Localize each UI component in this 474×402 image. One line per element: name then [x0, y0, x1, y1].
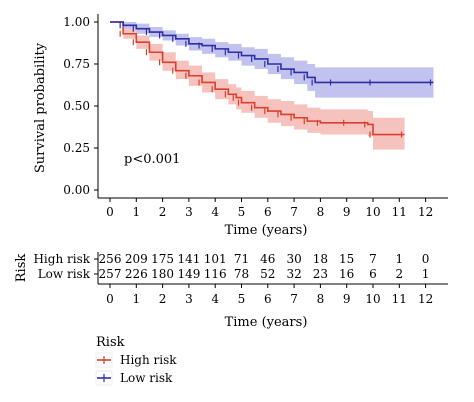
risk-x-tick-label: 12 [418, 292, 433, 306]
risk-count-cell: 18 [313, 252, 328, 266]
low-risk-ci-band [110, 22, 434, 98]
x-tick-label: 5 [238, 205, 246, 219]
x-tick-label: 11 [392, 205, 407, 219]
risk-table-title: Risk [14, 254, 29, 283]
survival-curves [110, 21, 434, 138]
y-tick-label: 0.25 [63, 141, 90, 155]
risk-x-tick-label: 6 [264, 292, 272, 306]
x-tick-label: 1 [132, 205, 140, 219]
risk-count-cell: 101 [204, 252, 227, 266]
risk-count-cell: 2 [395, 267, 403, 281]
y-tick-label: 0.00 [63, 183, 90, 197]
x-tick-label: 8 [317, 205, 325, 219]
risk-count-cell: 149 [177, 267, 200, 281]
risk-count-cell: 52 [260, 267, 275, 281]
y-axis-ticks: 0.00 0.25 0.50 0.75 1.00 [63, 15, 98, 197]
y-tick-label: 0.50 [63, 99, 90, 113]
risk-x-tick-label: 11 [392, 292, 407, 306]
risk-table-x-label: Time (years) [225, 315, 308, 330]
x-tick-label: 6 [264, 205, 272, 219]
risk-x-tick-label: 1 [132, 292, 140, 306]
low-risk-survival-curve [110, 21, 434, 84]
high-risk-ci-band [110, 22, 405, 150]
x-tick-label: 12 [418, 205, 433, 219]
risk-count-cell: 23 [313, 267, 328, 281]
risk-count-cell: 256 [99, 252, 122, 266]
risk-x-tick-label: 4 [211, 292, 219, 306]
p-value-annotation: p<0.001 [124, 152, 180, 167]
risk-count-cell: 6 [369, 267, 377, 281]
x-tick-label: 0 [106, 205, 114, 219]
low-risk-legend-key [95, 370, 113, 386]
risk-count-cell: 30 [286, 252, 301, 266]
x-tick-label: 9 [343, 205, 351, 219]
risk-count-cell: 32 [286, 267, 301, 281]
y-tick-label: 0.75 [63, 57, 90, 71]
high-risk-legend-label: High risk [120, 353, 177, 367]
legend: Risk High risk Low risk [95, 335, 177, 386]
risk-x-tick-label: 2 [159, 292, 167, 306]
high-risk-legend-key [95, 352, 113, 368]
risk-count-cell: 71 [234, 252, 249, 266]
x-tick-label: 7 [290, 205, 298, 219]
risk-count-cell: 0 [422, 252, 430, 266]
risk-count-cell: 175 [151, 252, 174, 266]
risk-table-x-ticks: 0 1 2 3 4 5 6 7 8 9 10 11 12 [106, 284, 433, 306]
risk-x-tick-label: 9 [343, 292, 351, 306]
risk-count-cell: 257 [99, 267, 122, 281]
risk-count-cell: 116 [204, 267, 227, 281]
low-risk-legend-label: Low risk [120, 371, 173, 385]
x-tick-label: 10 [365, 205, 380, 219]
risk-count-cell: 16 [339, 267, 354, 281]
risk-row-label: High risk [33, 252, 90, 266]
risk-count-cell: 180 [151, 267, 174, 281]
risk-count-cell: 141 [177, 252, 200, 266]
y-tick-label: 1.00 [63, 15, 90, 29]
risk-x-tick-label: 5 [238, 292, 246, 306]
legend-items: High risk Low risk [95, 352, 177, 386]
risk-count-cell: 7 [369, 252, 377, 266]
y-axis-label: Survival probability [33, 42, 48, 173]
legend-title: Risk [96, 335, 125, 350]
risk-x-tick-label: 8 [317, 292, 325, 306]
risk-x-tick-label: 0 [106, 292, 114, 306]
risk-x-tick-label: 7 [290, 292, 298, 306]
risk-count-cell: 46 [260, 252, 275, 266]
main-plot: Survival probability 0.00 0.25 0.50 0.75 1.0… [33, 14, 448, 238]
risk-count-cell: 1 [422, 267, 430, 281]
risk-count-cell: 78 [234, 267, 249, 281]
risk-count-cell: 209 [125, 252, 148, 266]
x-tick-label: 2 [159, 205, 167, 219]
x-tick-label: 4 [211, 205, 219, 219]
x-axis-label: Time (years) [225, 223, 308, 238]
x-axis-ticks: 0 1 2 3 4 5 6 7 8 9 10 11 12 [106, 198, 433, 219]
risk-count-cell: 226 [125, 267, 148, 281]
risk-x-tick-label: 10 [365, 292, 380, 306]
confidence-bands [110, 22, 434, 150]
x-tick-label: 3 [185, 205, 193, 219]
risk-row-label: Low risk [38, 267, 91, 281]
risk-count-cell: 1 [395, 252, 403, 266]
risk-count-cell: 15 [339, 252, 354, 266]
high-risk-survival-curve [110, 21, 405, 136]
risk-x-tick-label: 3 [185, 292, 193, 306]
